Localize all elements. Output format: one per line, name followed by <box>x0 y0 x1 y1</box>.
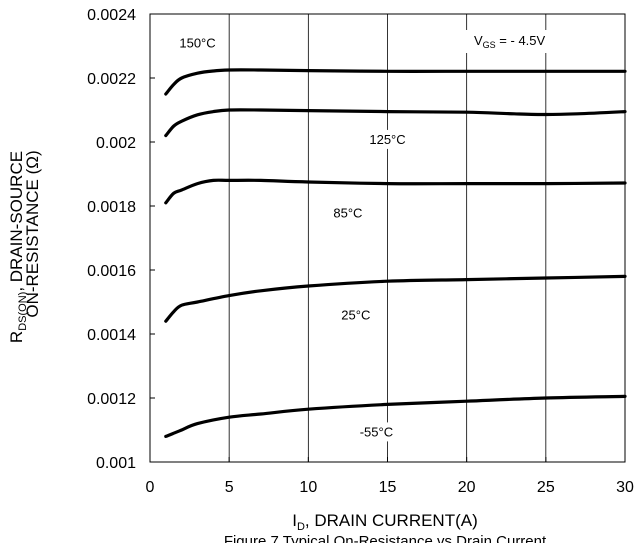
y-tick-label: 0.0012 <box>87 391 136 408</box>
y-tick-label: 0.0018 <box>87 199 136 216</box>
series-line-1 <box>164 108 627 138</box>
y-tick-label: 0.001 <box>96 455 136 472</box>
series-label-3: 25°C <box>341 307 370 322</box>
x-tick-label: 30 <box>616 479 634 496</box>
y-tick-label: 0.0014 <box>87 327 136 344</box>
series-label-4: -55°C <box>360 424 393 439</box>
y-axis-title: RDS(ON), DRAIN-SOURCE ON-RESISTANCE (Ω) <box>7 150 42 343</box>
series-label-0: 150°C <box>179 35 215 50</box>
series-label-1: 125°C <box>369 132 405 147</box>
figure-caption: Figure 7 Typical On-Resistance vs Drain … <box>224 533 547 543</box>
y-axis-subscript: DS(ON) <box>17 292 29 331</box>
vgs-condition-label: VGS = - 4.5V <box>474 33 546 50</box>
x-tick-label: 5 <box>225 479 234 496</box>
y-axis-title-line1: RDS(ON), DRAIN-SOURCE <box>7 151 29 343</box>
x-axis-title-rest: , DRAIN CURRENT(A) <box>305 511 478 530</box>
y-tick-label: 0.0022 <box>87 71 136 88</box>
y-tick-label: 0.002 <box>96 135 136 152</box>
series-label-bg-0 <box>173 33 222 53</box>
vertical-grid <box>228 14 547 462</box>
x-axis-title: ID, DRAIN CURRENT(A) <box>292 511 478 533</box>
series-line-3 <box>164 274 627 323</box>
x-tick-label: 15 <box>379 479 397 496</box>
vgs-value: = - 4.5V <box>496 33 546 48</box>
x-tick-label: 20 <box>458 479 476 496</box>
series-line-4 <box>164 394 627 438</box>
vgs-subscript: GS <box>483 40 496 50</box>
series-line-0 <box>164 68 627 96</box>
series-label-bg-4 <box>353 422 400 442</box>
series-label-2: 85°C <box>333 206 362 221</box>
x-tick-label: 10 <box>299 479 317 496</box>
y-axis-title-line1-rest: , DRAIN-SOURCE <box>7 151 26 292</box>
x-axis-subscript: D <box>297 521 305 533</box>
x-tick-label: 25 <box>537 479 555 496</box>
series-lines <box>164 68 627 438</box>
vgs-condition-bg <box>466 30 554 53</box>
y-tick-label: 0.0016 <box>87 263 136 280</box>
y-tick-label: 0.0024 <box>87 7 136 24</box>
series-line-2 <box>164 178 627 205</box>
series-labels: 150°C 125°C 85°C 25°C -55°C <box>173 33 412 442</box>
axis-ticks: 0 5 10 15 20 25 30 0.001 0.0012 0.0014 0.0016 0.001… <box>87 7 634 496</box>
series-label-bg-2 <box>327 203 369 223</box>
series-label-bg-3 <box>335 305 377 325</box>
y-axis-title-line2: ON-RESISTANCE (Ω) <box>23 150 42 317</box>
x-tick-label: 0 <box>146 479 155 496</box>
series-label-bg-1 <box>363 129 412 149</box>
